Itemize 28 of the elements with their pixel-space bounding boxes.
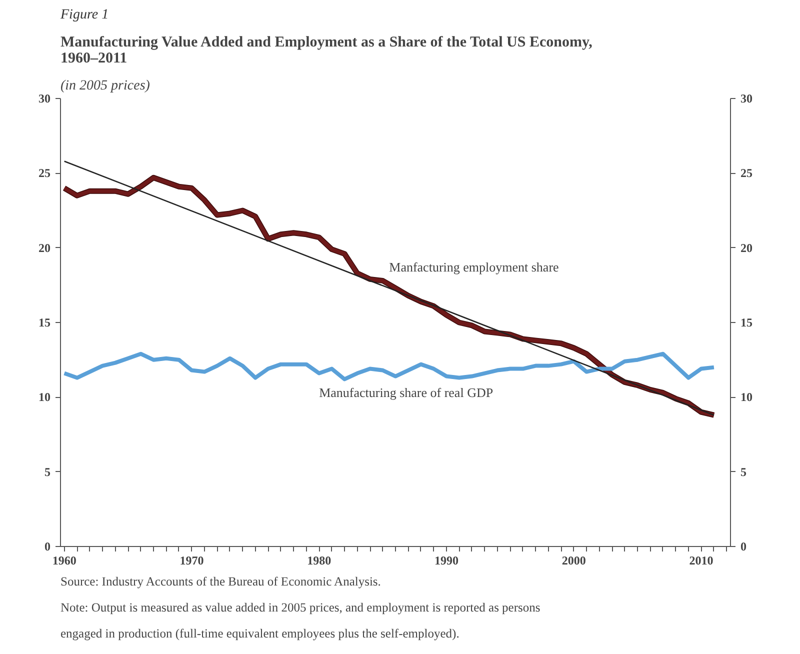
y2-tick-label: 5 bbox=[740, 464, 746, 479]
y-tick-label: 30 bbox=[38, 92, 50, 106]
y-tick-label: 0 bbox=[44, 540, 50, 554]
chart-subtitle: (in 2005 prices) bbox=[60, 78, 150, 94]
x-tick-label: 2000 bbox=[562, 554, 586, 568]
x-tick-label: 1990 bbox=[434, 554, 458, 568]
source-note: Source: Industry Accounts of the Bureau of Economic Analysis. bbox=[60, 574, 381, 588]
x-tick-label: 1980 bbox=[307, 554, 332, 568]
y2-tick-label: 30 bbox=[740, 92, 752, 106]
x-tick-label: 2010 bbox=[689, 554, 714, 568]
y-tick-label: 10 bbox=[38, 390, 50, 404]
series-label: Manfacturing employment share bbox=[389, 260, 560, 275]
x-tick-label: 1970 bbox=[180, 554, 204, 568]
chart-title: Manufacturing Value Added and Employment as a Share of the Total US Economy, 1960–2011 bbox=[60, 34, 593, 66]
caption: Figure 1 bbox=[60, 8, 109, 22]
y-tick-label: 25 bbox=[38, 166, 50, 180]
y2-tick-label: 10 bbox=[740, 390, 752, 404]
x-tick-label: 1960 bbox=[52, 554, 76, 568]
y2-tick-label: 20 bbox=[740, 240, 752, 255]
y-tick-label: 15 bbox=[38, 316, 50, 330]
y-tick-label: 5 bbox=[44, 464, 50, 479]
text: Note: Output is measured as value added in 2005 prices, and employment is reported as persons engaged in production (full-time equivalent employees plus the self-employed). bbox=[60, 600, 540, 640]
line-series bbox=[62, 352, 716, 382]
series-label: Manufacturing share of real GDP bbox=[319, 385, 494, 400]
y2-tick-label: 25 bbox=[740, 166, 752, 180]
y2-tick-label: 15 bbox=[740, 316, 752, 330]
y-tick-label: 20 bbox=[38, 240, 50, 255]
y2-tick-label: 0 bbox=[740, 540, 746, 554]
